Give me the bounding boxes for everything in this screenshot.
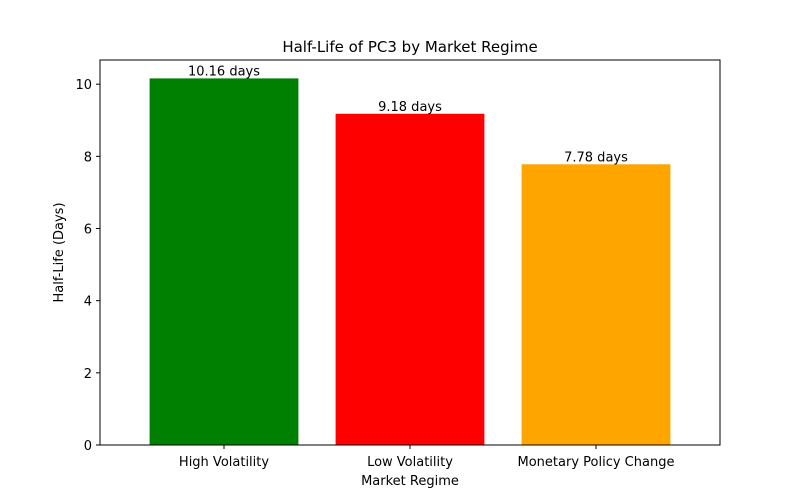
y-tick-label: 2 — [84, 367, 92, 382]
x-tick-label-monetary-policy-change: Monetary Policy Change — [518, 455, 675, 470]
bars-layer — [149, 78, 671, 446]
y-tick-label: 6 — [84, 223, 92, 238]
x-axis-label: Market Regime — [361, 474, 459, 489]
bar-monetary-policy-change — [521, 164, 671, 445]
y-tick-label: 4 — [84, 295, 92, 310]
data-label-high-volatility: 10.16 days — [188, 64, 260, 79]
chart-title: Half-Life of PC3 by Market Regime — [282, 38, 537, 56]
y-axis-label: Half-Life (Days) — [52, 202, 67, 302]
y-tick-label: 10 — [75, 78, 92, 93]
data-label-monetary-policy-change: 7.78 days — [564, 150, 628, 165]
bar-low-volatility — [335, 113, 485, 446]
y-tick-label: 8 — [84, 150, 92, 165]
ticks-layer: High Volatility Low Volatility Monetary Po… — [75, 78, 674, 470]
y-tick-label: 0 — [84, 439, 92, 454]
data-label-low-volatility: 9.18 days — [378, 100, 442, 115]
plot-area-frame — [99, 59, 721, 446]
bar-high-volatility — [149, 78, 299, 445]
x-tick-label-low-volatility: Low Volatility — [367, 455, 453, 470]
data-labels-layer: 10.16 days 9.18 days 7.78 days — [188, 64, 628, 165]
x-tick-label-high-volatility: High Volatility — [179, 455, 269, 470]
